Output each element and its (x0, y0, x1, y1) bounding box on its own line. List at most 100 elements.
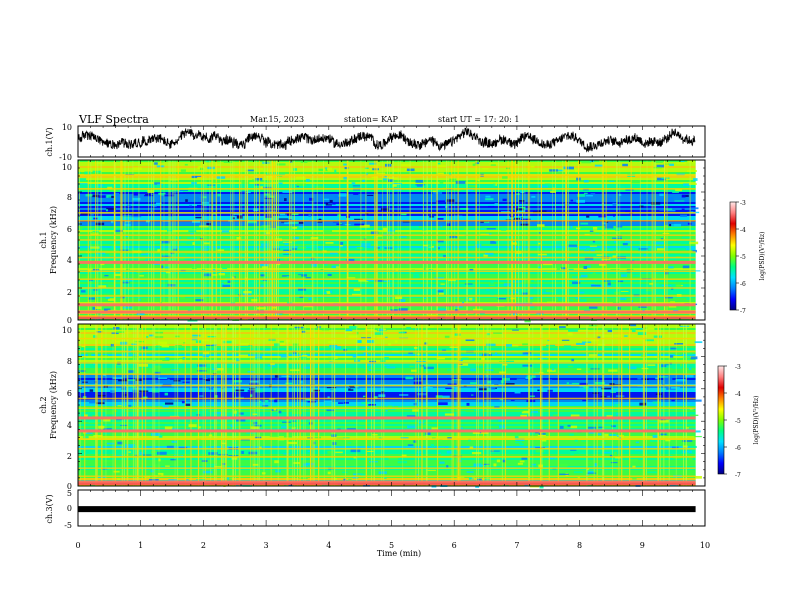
spectrogram-speckle (546, 344, 556, 347)
spectrogram-band (78, 416, 696, 420)
spectrogram-sferic-line (114, 324, 116, 486)
spectrogram-sferic-line (418, 324, 419, 486)
spectrogram-speckle (568, 329, 578, 332)
spectrogram-speckle (285, 252, 289, 254)
spectrogram-speckle (385, 409, 388, 412)
spectrogram-speckle (596, 254, 603, 256)
spectrogram-speckle (384, 357, 389, 360)
spectrogram-speckle (613, 451, 617, 455)
spectrogram-band (78, 384, 696, 387)
spectrogram-speckle (221, 230, 230, 233)
spectrogram-speckle (585, 195, 593, 197)
spectrogram-speckle (406, 195, 414, 198)
spectrogram-speckle (334, 355, 338, 359)
spectrogram-speckle (486, 343, 496, 346)
spectrogram-speckle (570, 414, 580, 417)
spectrogram-speckle (298, 477, 308, 479)
spectrogram-sferic-line (683, 324, 684, 486)
spectrogram-sferic-line (132, 324, 134, 486)
spectrogram-sferic-line (197, 324, 200, 486)
spectrogram-speckle (486, 289, 490, 291)
spectrogram-speckle (497, 379, 500, 381)
spectrogram-speckle (289, 237, 293, 240)
spectrogram-speckle (270, 363, 275, 366)
spectrogram-speckle (604, 285, 612, 287)
spectrogram-speckle (685, 374, 694, 378)
spectrogram-speckle (136, 313, 145, 316)
spectrogram-row (78, 432, 696, 434)
spectrogram-speckle (656, 177, 666, 181)
spectrogram-speckle (464, 283, 473, 285)
spectrogram-speckle (470, 368, 477, 372)
spectrogram-speckle (281, 275, 290, 277)
spectrogram-speckle (78, 452, 87, 456)
spectrogram-speckle (472, 477, 476, 479)
spectrogram-speckle (449, 346, 459, 349)
spectrogram-speckle (416, 184, 423, 187)
spectrogram-speckle (238, 345, 248, 348)
spectrogram-sferic-line (657, 324, 660, 486)
spectrogram-speckle (165, 465, 170, 467)
spectrogram-speckle (384, 175, 387, 178)
spectrogram-speckle (566, 382, 569, 385)
spectrogram-speckle (499, 399, 504, 401)
spectrogram-band (78, 174, 696, 176)
spectrogram-speckle (129, 473, 136, 477)
spectrogram-sferic-line (436, 324, 439, 486)
spectrogram-speckle (501, 227, 507, 231)
spectrogram-speckle (490, 248, 496, 250)
spectrogram-speckle (343, 478, 347, 482)
spectrogram-speckle (437, 247, 440, 250)
spectrogram-speckle (452, 386, 459, 390)
spectrogram-speckle (383, 364, 390, 367)
spectrogram-speckle (280, 354, 288, 358)
spectrogram-speckle (541, 438, 547, 442)
spectrogram-speckle (687, 160, 696, 163)
spectrogram-speckle (263, 328, 266, 330)
spectrogram-row (78, 348, 696, 350)
spectrogram-speckle (578, 329, 589, 332)
spectrogram-speckle (537, 389, 540, 392)
spectrogram-speckle (257, 307, 266, 310)
spectrogram-speckle (295, 176, 306, 179)
spectrogram-speckle (529, 306, 535, 309)
spectrogram-speckle (649, 439, 660, 442)
spectrogram-speckle (423, 244, 431, 247)
spectrogram-speckle (682, 440, 693, 442)
spectrogram-speckle (240, 342, 249, 345)
spectrogram-speckle (568, 252, 571, 255)
spectrogram-speckle (323, 168, 326, 172)
spectrogram-speckle (103, 428, 112, 431)
spectrogram-speckle (512, 329, 519, 331)
spectrogram-row (78, 196, 696, 198)
spectrogram-speckle (246, 169, 254, 172)
spectrogram-speckle (546, 301, 556, 304)
spectrogram-speckle (217, 381, 221, 384)
spectrogram-row (78, 206, 696, 208)
spectrogram-speckle (261, 266, 268, 269)
spectrogram-row (78, 412, 696, 414)
spectrogram-speckle (645, 338, 654, 342)
spectrogram-speckle (505, 189, 515, 193)
spectrogram-speckle (597, 433, 602, 436)
spectrogram-sferic-line (645, 324, 647, 486)
ch2-cb-tick-m7: -7 (735, 472, 741, 479)
spectrogram-row (78, 368, 696, 370)
spectrogram-sferic-line (456, 324, 458, 486)
spectrogram-speckle (357, 340, 362, 343)
spectrogram-row (78, 352, 696, 354)
spectrogram-speckle (388, 179, 394, 182)
ch2-spec-ytick-4: 4 (67, 421, 72, 430)
spectrogram-speckle (197, 364, 207, 367)
spectrogram-speckle (391, 348, 399, 351)
spectrogram-speckle (688, 472, 693, 475)
spectrogram-speckle (446, 465, 449, 468)
spectrogram-speckle (392, 184, 397, 187)
spectrogram-speckle (131, 343, 137, 346)
ch2-colorbar: -3 -4 -5 -6 -7 log(PSD)(V²/Hz) (717, 364, 760, 479)
spectrogram-sferic-line (477, 324, 479, 486)
spectrogram-speckle (127, 379, 136, 381)
spectrogram-speckle (364, 396, 367, 399)
spectrogram-speckle (246, 281, 256, 284)
